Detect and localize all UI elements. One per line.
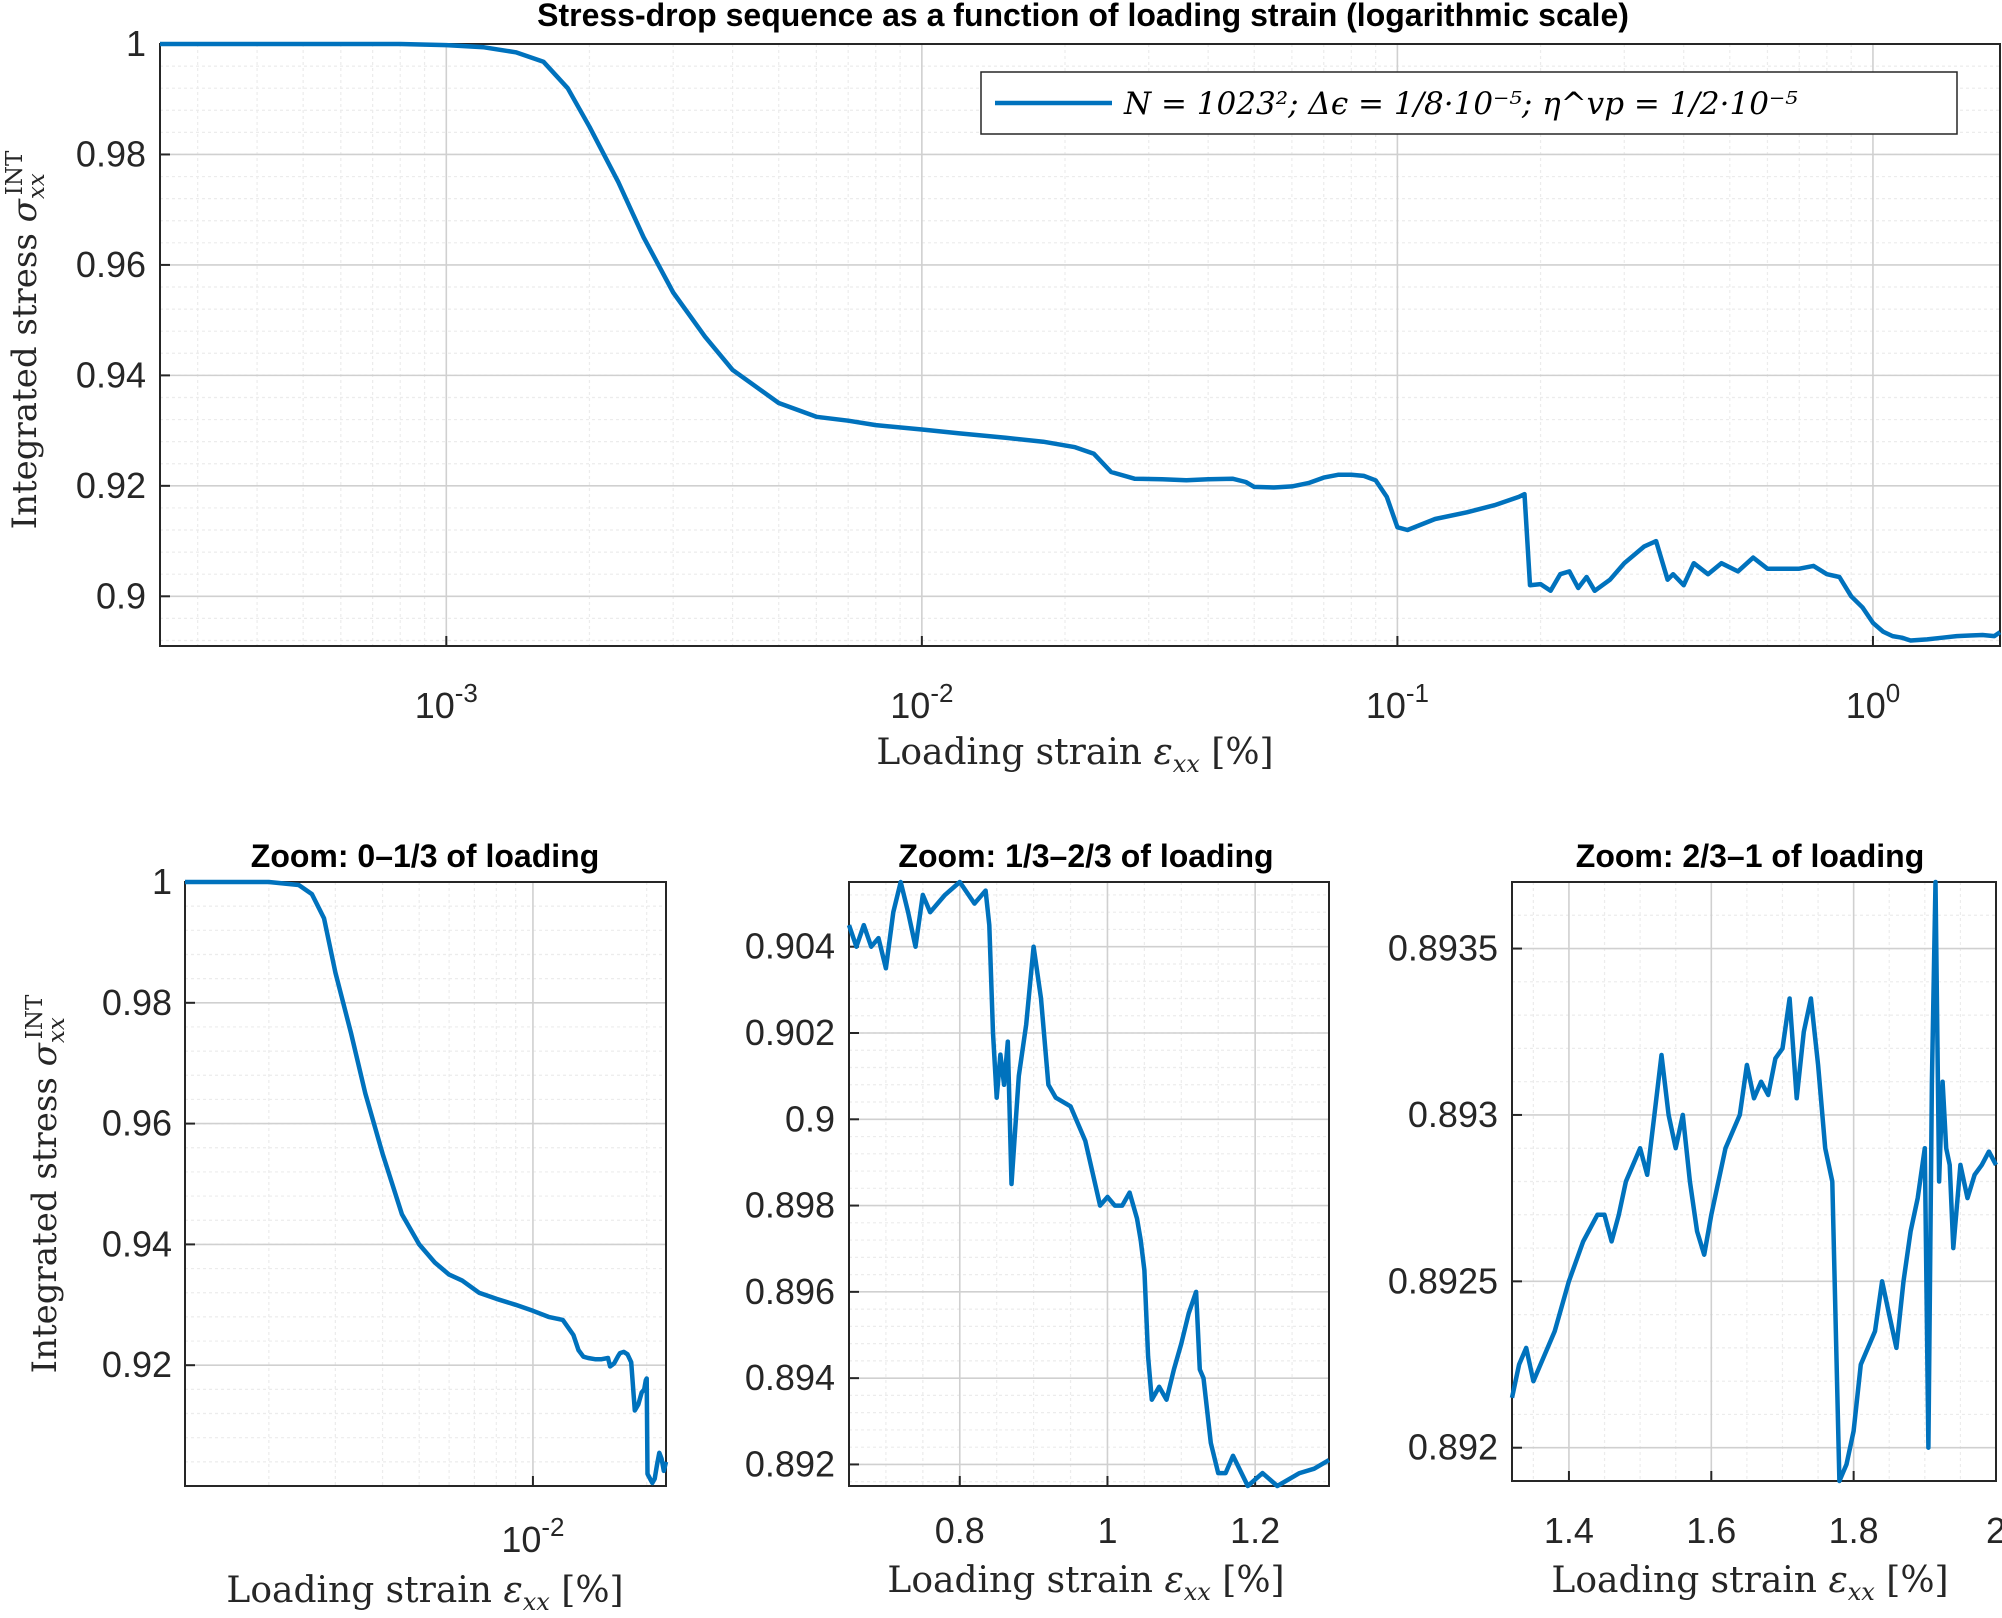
y-tick-label: 0.8935 xyxy=(1388,928,1498,969)
zoom2-title: Zoom: 1/3–2/3 of loading xyxy=(898,838,1273,874)
zoom1-series-line xyxy=(185,879,669,1486)
y-tick-label: 0.96 xyxy=(76,244,146,285)
y-tick-label: 1 xyxy=(126,23,146,64)
y-tick-label: 0.92 xyxy=(76,465,146,506)
y-tick-label: 0.902 xyxy=(745,1012,835,1053)
y-tick-label: 0.9 xyxy=(785,1098,835,1139)
zoom1-title: Zoom: 0–1/3 of loading xyxy=(251,838,599,874)
y-tick-label: 0.892 xyxy=(1408,1427,1498,1468)
zoom3-chart: Zoom: 2/3–1 of loading 0.8920.89250.8930… xyxy=(1388,838,2002,1606)
main-plot-frame xyxy=(159,43,2001,647)
x-tick-label: 1.8 xyxy=(1829,1510,1879,1551)
main-legend: N = 1023²; Δϵ = 1/8·10⁻⁵; η^vp = 1/2·10⁻… xyxy=(980,71,1958,135)
y-tick-label: 0.898 xyxy=(745,1185,835,1226)
y-tick-label: 0.8925 xyxy=(1388,1260,1498,1301)
zoom3-series-line xyxy=(1509,879,1998,1484)
zoom1-ticks: 0.92 0.94 0.96 0.98 1 10-2 xyxy=(102,861,565,1560)
y-tick-label: 0.92 xyxy=(102,1344,172,1385)
main-legend-box xyxy=(980,71,1958,135)
main-ylabel: Integrated stress σxxINT xyxy=(2,150,50,529)
x-tick-label: 1.6 xyxy=(1686,1510,1736,1551)
zoom3-grid xyxy=(1512,881,1997,1481)
y-tick-label: 0.896 xyxy=(745,1271,835,1312)
main-grid xyxy=(160,43,2000,646)
zoom1-chart: Zoom: 0–1/3 of loading 0.92 0.94 0.96 0.98 1… xyxy=(22,838,669,1616)
x-tick-label: 10-3 xyxy=(415,678,478,726)
y-tick-label: 0.9 xyxy=(96,575,146,616)
x-tick-label: 0.8 xyxy=(935,1510,985,1551)
main-xlabel: Loading strain εxx [%] xyxy=(876,732,1273,778)
zoom2-series-line xyxy=(846,879,1331,1489)
x-tick-label: 100 xyxy=(1846,678,1901,726)
y-tick-label: 1 xyxy=(152,861,172,902)
x-tick-label: 1.4 xyxy=(1544,1510,1594,1551)
x-tick-label: 1.2 xyxy=(1230,1510,1280,1551)
zoom2-xlabel: Loading strain εxx [%] xyxy=(887,1560,1284,1606)
y-tick-label: 0.904 xyxy=(745,926,835,967)
main-legend-label: N = 1023²; Δϵ = 1/8·10⁻⁵; η^vp = 1/2·10⁻… xyxy=(1123,86,1798,122)
y-tick-label: 0.94 xyxy=(102,1223,172,1264)
y-tick-label: 0.96 xyxy=(102,1103,172,1144)
zoom3-xlabel: Loading strain εxx [%] xyxy=(1551,1560,1948,1606)
zoom3-title: Zoom: 2/3–1 of loading xyxy=(1576,838,1924,874)
zoom2-chart: Zoom: 1/3–2/3 of loading 0.892 0.894 0.896… xyxy=(745,838,1331,1606)
y-tick-label: 0.892 xyxy=(745,1443,835,1484)
x-tick-label: 10-1 xyxy=(1366,678,1429,726)
y-tick-label: 0.893 xyxy=(1408,1094,1498,1135)
y-tick-label: 0.94 xyxy=(76,354,146,395)
x-tick-label: 1 xyxy=(1097,1510,1117,1551)
y-tick-label: 0.894 xyxy=(745,1357,835,1398)
zoom2-ticks: 0.892 0.894 0.896 0.898 0.9 0.902 0.904 0.8 1 1.2 xyxy=(745,926,1280,1551)
zoom1-plot-frame xyxy=(184,881,667,1487)
zoom1-grid xyxy=(185,881,666,1486)
x-tick-label: 2 xyxy=(1986,1510,2002,1551)
main-chart-title: Stress-drop sequence as a function of lo… xyxy=(537,0,1629,33)
main-series-line xyxy=(160,41,2002,643)
zoom1-xlabel: Loading strain εxx [%] xyxy=(226,1570,623,1616)
y-tick-label: 0.98 xyxy=(76,133,146,174)
y-tick-label: 0.98 xyxy=(102,982,172,1023)
x-tick-label: 10-2 xyxy=(501,1512,564,1560)
zoom1-ylabel: Integrated stress σxxINT xyxy=(22,994,70,1373)
x-tick-label: 10-2 xyxy=(890,678,953,726)
zoom3-plot-frame xyxy=(1511,881,1997,1482)
zoom2-plot-frame xyxy=(848,881,1330,1487)
zoom3-ticks: 0.892 0.8925 0.893 0.8935 1.4 1.6 1.8 2 xyxy=(1388,928,2002,1551)
zoom2-grid xyxy=(849,882,1330,1486)
main-chart: Stress-drop sequence as a function of lo… xyxy=(2,0,2002,778)
